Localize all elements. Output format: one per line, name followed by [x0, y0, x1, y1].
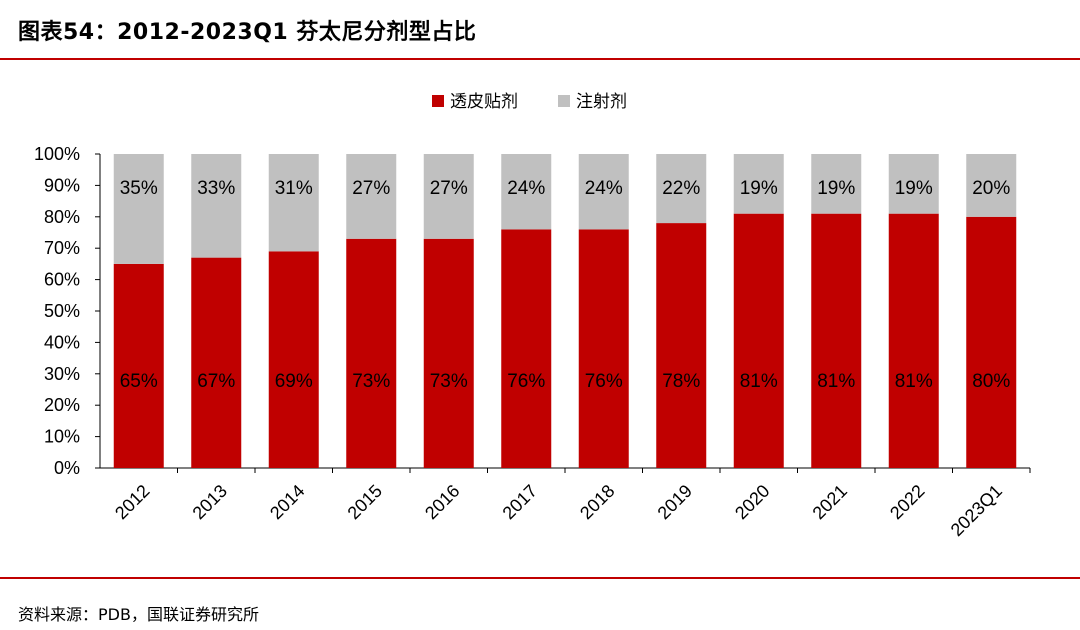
bar-injection: [113, 154, 164, 264]
bar-injection: [501, 154, 552, 230]
y-tick-label: 100%: [34, 144, 80, 164]
data-label-injection: 20%: [972, 178, 1010, 199]
bar-injection: [733, 154, 784, 214]
legend-swatch-injection: [558, 95, 570, 107]
bar-transdermal: [888, 213, 939, 468]
data-label-injection: 27%: [430, 178, 468, 199]
y-tick-label: 10%: [44, 427, 80, 447]
data-label-injection: 35%: [120, 178, 158, 199]
data-label-transdermal: 73%: [430, 371, 468, 392]
title-divider: [0, 58, 1080, 60]
bar-injection: [578, 154, 629, 230]
x-tick-label: 2016: [421, 481, 463, 523]
data-label-transdermal: 65%: [120, 371, 158, 392]
x-tick-label: 2013: [189, 481, 231, 523]
bar-transdermal: [191, 257, 242, 468]
x-tick-label: 2019: [654, 481, 696, 523]
y-tick-label: 50%: [44, 301, 80, 321]
y-tick-label: 40%: [44, 332, 80, 352]
y-tick-label: 70%: [44, 238, 80, 258]
bar-injection: [811, 154, 862, 214]
source-note: 资料来源：PDB，国联证券研究所: [18, 605, 259, 624]
bar-transdermal: [733, 213, 784, 468]
bar-injection: [888, 154, 939, 214]
data-label-transdermal: 76%: [585, 371, 623, 392]
x-tick-label: 2021: [809, 481, 851, 523]
data-label-injection: 24%: [585, 178, 623, 199]
data-label-injection: 33%: [197, 178, 235, 199]
bar-transdermal: [268, 251, 319, 468]
y-tick-label: 90%: [44, 175, 80, 195]
data-label-injection: 24%: [507, 178, 545, 199]
bar-injection: [191, 154, 242, 258]
bar-injection: [346, 154, 397, 239]
data-label-transdermal: 73%: [352, 371, 390, 392]
bar-injection: [268, 154, 319, 252]
bar-transdermal: [578, 229, 629, 468]
chart-title: 图表54：2012-2023Q1 芬太尼分剂型占比: [18, 20, 477, 45]
y-tick-label: 80%: [44, 207, 80, 227]
x-tick-label: 2022: [886, 481, 928, 523]
y-tick-label: 0%: [54, 458, 80, 478]
bar-transdermal: [423, 238, 474, 468]
bar-transdermal: [656, 223, 707, 468]
x-tick-label: 2015: [344, 481, 386, 523]
x-tick-label: 2023Q1: [947, 481, 1006, 540]
bar-injection: [656, 154, 707, 224]
legend-label-injection: 注射剂: [576, 92, 627, 112]
data-label-injection: 22%: [662, 178, 700, 199]
data-label-injection: 19%: [817, 178, 855, 199]
x-tick-label: 2014: [266, 481, 308, 523]
data-label-transdermal: 80%: [972, 371, 1010, 392]
bar-injection: [966, 154, 1017, 217]
x-tick-label: 2012: [111, 481, 153, 523]
data-label-transdermal: 81%: [895, 371, 933, 392]
bar-transdermal: [966, 216, 1017, 468]
legend-swatch-transdermal: [432, 95, 444, 107]
data-label-transdermal: 67%: [197, 371, 235, 392]
y-tick-label: 30%: [44, 364, 80, 384]
data-label-transdermal: 81%: [740, 371, 778, 392]
bar-transdermal: [346, 238, 397, 468]
x-tick-label: 2020: [731, 481, 773, 523]
bar-transdermal: [113, 263, 164, 468]
bar-transdermal: [811, 213, 862, 468]
x-tick-label: 2018: [576, 481, 618, 523]
data-label-injection: 19%: [740, 178, 778, 199]
y-tick-label: 20%: [44, 395, 80, 415]
y-tick-label: 60%: [44, 270, 80, 290]
data-label-injection: 27%: [352, 178, 390, 199]
legend-label-transdermal: 透皮贴剂: [450, 92, 518, 112]
footer-divider: [0, 577, 1080, 579]
data-label-transdermal: 76%: [507, 371, 545, 392]
data-label-injection: 31%: [275, 178, 313, 199]
data-label-injection: 19%: [895, 178, 933, 199]
data-label-transdermal: 78%: [662, 371, 700, 392]
data-label-transdermal: 69%: [275, 371, 313, 392]
x-tick-label: 2017: [499, 481, 541, 523]
data-label-transdermal: 81%: [817, 371, 855, 392]
bar-transdermal: [501, 229, 552, 468]
bar-injection: [423, 154, 474, 239]
